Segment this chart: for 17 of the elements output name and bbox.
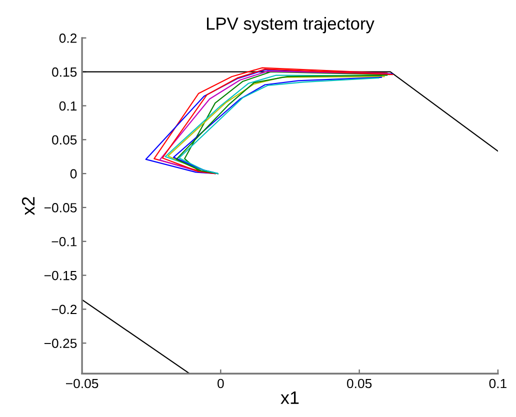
y-tick-label: −0.05 <box>44 203 77 212</box>
x-tick-label: 0.05 <box>346 378 372 388</box>
x-tick-label: 0.1 <box>489 378 506 388</box>
chart-title: LPV system trajectory <box>207 17 374 34</box>
y-tick-label: −0.2 <box>52 304 77 314</box>
x-tick-label: −0.05 <box>66 378 98 388</box>
x-tick-label: 0 <box>218 378 224 388</box>
x-axis-title: x1 <box>280 391 299 404</box>
y-tick-label: 0.05 <box>52 135 77 145</box>
y-tick-label: −0.1 <box>52 236 77 246</box>
y-tick-label: −0.25 <box>44 338 77 348</box>
y-axis-title: x2 <box>22 197 34 216</box>
y-tick-label: 0 <box>70 169 77 178</box>
y-tick-label: −0.15 <box>44 270 77 280</box>
y-tick-label: 0.2 <box>59 34 77 43</box>
y-tick-label: 0.15 <box>52 67 77 77</box>
y-tick-label: 0.1 <box>59 101 77 111</box>
